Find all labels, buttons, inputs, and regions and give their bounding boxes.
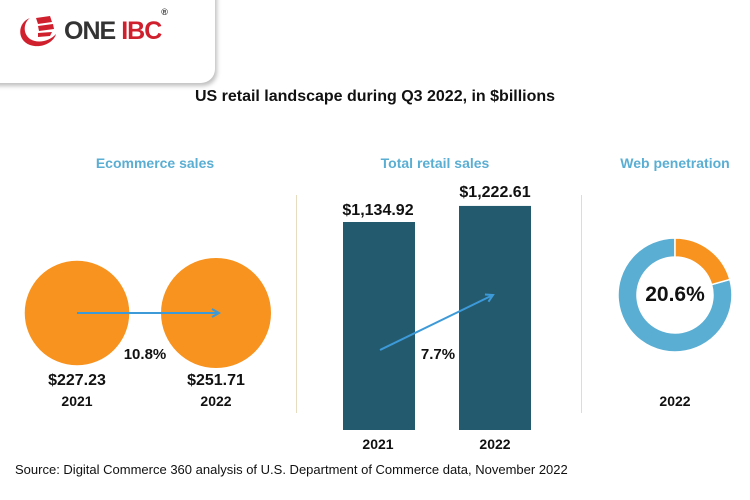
divider-right xyxy=(581,195,582,413)
donut-remainder-slice xyxy=(617,237,733,353)
ecom-year-2022: 2022 xyxy=(200,393,232,409)
donut-year: 2022 xyxy=(659,393,691,409)
ecom-value-2022: $251.71 xyxy=(187,372,245,389)
logo-reg: ® xyxy=(161,6,168,17)
donut-center-label: 20.6% xyxy=(645,283,705,306)
ship-logo-icon xyxy=(20,16,56,47)
logo-text: ONE IBC® xyxy=(64,7,168,46)
logo-box: ONE IBC® xyxy=(0,0,215,83)
divider-left xyxy=(296,195,297,413)
bar-value-2021: $1,134.92 xyxy=(342,202,414,219)
bar-2021 xyxy=(343,222,415,430)
retail-title: Total retail sales xyxy=(380,155,490,171)
ecom-year-2021: 2021 xyxy=(61,393,93,409)
logo: ONE IBC® xyxy=(16,7,168,48)
bar-growth: 7.7% xyxy=(420,346,456,363)
bar-year-2022: 2022 xyxy=(479,436,511,452)
bar-growth-arrow xyxy=(379,295,493,351)
bar-year-2021: 2021 xyxy=(362,436,394,452)
logo-one: ONE xyxy=(64,16,116,45)
bar-value-2022: $1,222.61 xyxy=(459,184,531,201)
source-note: Source: Digital Commerce 360 analysis of… xyxy=(15,462,568,477)
ecom-value-2021: $227.23 xyxy=(48,372,106,389)
bar-2022 xyxy=(459,205,531,430)
web-title: Web penetration xyxy=(620,155,730,171)
logo-ibc: IBC xyxy=(121,16,162,45)
donut-web-penetration-slice xyxy=(674,237,731,286)
ecommerce-title: Ecommerce sales xyxy=(95,155,215,171)
ecom-growth: 10.8% xyxy=(123,346,167,363)
infographic-title: US retail landscape during Q3 2022, in $… xyxy=(194,88,556,105)
